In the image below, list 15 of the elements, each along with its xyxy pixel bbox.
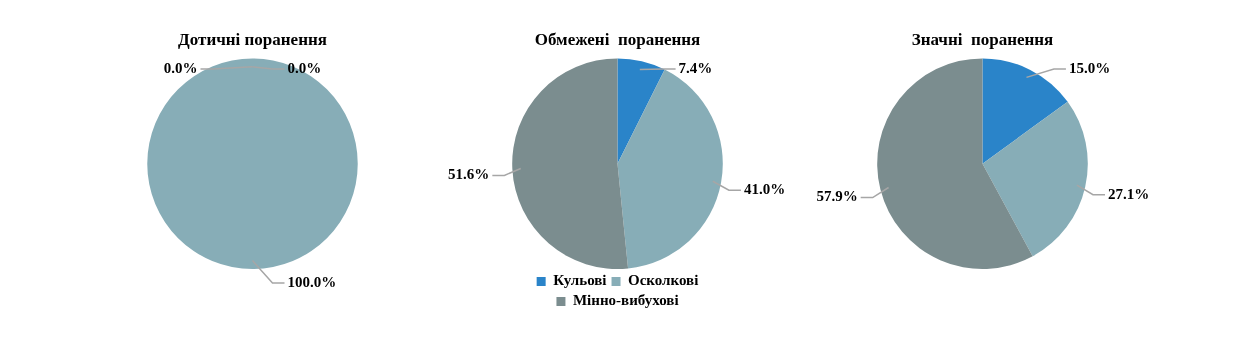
- data-label: 57.9%: [816, 188, 858, 205]
- chart-title: Значні поранення: [911, 29, 1054, 49]
- legend-label: Осколкові: [628, 272, 699, 289]
- data-label: 15.0%: [1068, 59, 1111, 76]
- text: 0.0%: [287, 59, 322, 76]
- data-label: 51.6%: [448, 166, 490, 183]
- data-label: 100.0%: [287, 273, 337, 290]
- legend-label: Кульові: [553, 272, 607, 289]
- chart-title: Дотичні поранення: [178, 29, 327, 49]
- data-label: 27.1%: [1107, 185, 1150, 202]
- chart-title: Обмежені поранення: [534, 29, 701, 49]
- legend-label: Мінно-вибухові: [572, 292, 679, 309]
- data-label: 41.0%: [743, 181, 786, 198]
- data-label: 7.4%: [678, 59, 713, 76]
- text: 0.0%: [163, 59, 198, 76]
